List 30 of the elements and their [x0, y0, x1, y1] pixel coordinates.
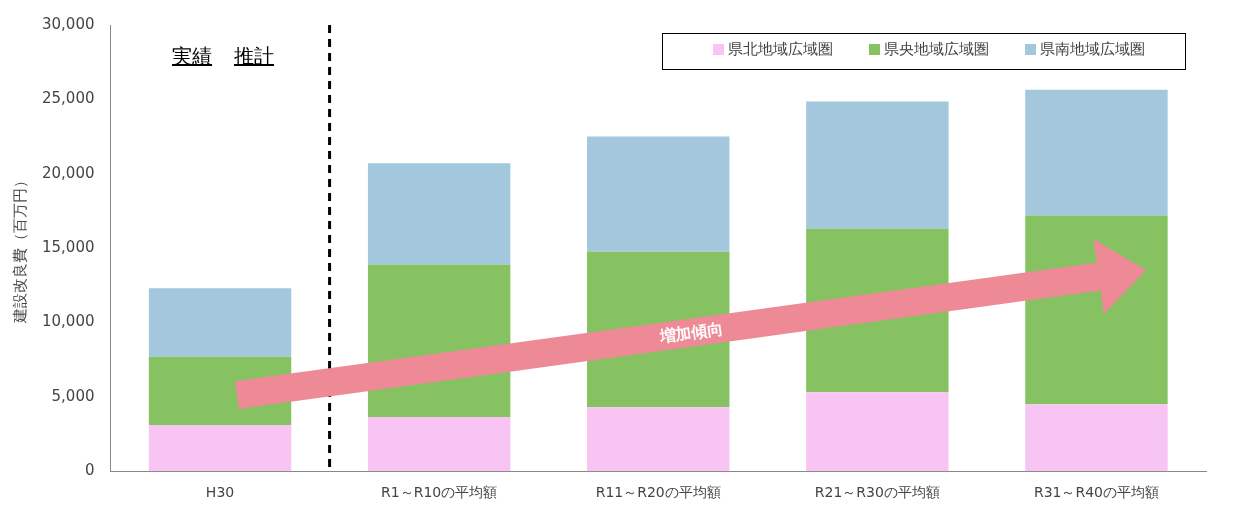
y-axis-title: 建設改良費（百万円） — [10, 173, 29, 325]
bar — [806, 101, 949, 229]
annotation: 実績 — [172, 43, 213, 70]
legend-label: 県南地域広域圏 — [1040, 40, 1145, 59]
y-tick-label: 20,000 — [41, 163, 95, 182]
x-tick-label: R1～R10の平均額 — [381, 484, 498, 501]
bar — [367, 163, 511, 265]
y-tick-label: 10,000 — [41, 312, 95, 331]
arrow: 増加傾向 — [234, 239, 1146, 410]
bar — [587, 407, 730, 472]
x-tick-label: R21～R30の平均額 — [814, 484, 940, 501]
x-tick-label: R11～R20の平均額 — [595, 484, 721, 501]
y-tick-label: 25,000 — [41, 89, 95, 108]
y-tick-label: 15,000 — [41, 237, 95, 256]
bar — [806, 392, 949, 472]
bar — [148, 288, 292, 357]
y-tick-label: 30,000 — [41, 14, 95, 33]
bar — [367, 416, 511, 472]
x-tick-label: H30 — [205, 484, 235, 501]
x-tick-label: R31～R40の平均額 — [1033, 484, 1159, 501]
annotation: 増加傾向 — [657, 319, 725, 347]
annotation: 推計 — [234, 43, 275, 70]
legend-label: 県央地域広域圏 — [884, 40, 989, 59]
bar — [1025, 404, 1168, 472]
bar — [587, 136, 730, 252]
bar — [148, 425, 292, 472]
legend-label: 県北地域広域圏 — [728, 40, 833, 59]
y-tick-label: 0 — [84, 461, 95, 480]
y-tick-label: 5,000 — [51, 386, 95, 405]
bar — [1025, 89, 1168, 216]
